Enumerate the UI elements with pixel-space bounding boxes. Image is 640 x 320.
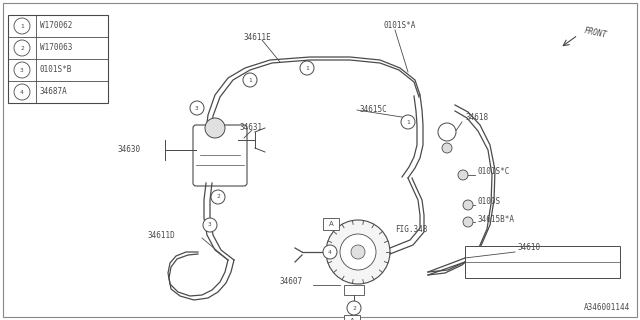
Text: 34611E: 34611E <box>243 33 271 42</box>
Circle shape <box>351 245 365 259</box>
Circle shape <box>14 84 30 100</box>
Text: 34607: 34607 <box>280 277 303 286</box>
Text: 4: 4 <box>20 90 24 94</box>
Text: 3: 3 <box>195 106 199 110</box>
Circle shape <box>401 115 415 129</box>
Text: 4: 4 <box>328 250 332 254</box>
Text: 2: 2 <box>352 306 356 310</box>
Text: 34630: 34630 <box>118 146 141 155</box>
Circle shape <box>340 234 376 270</box>
Text: 2: 2 <box>20 45 24 51</box>
Circle shape <box>14 40 30 56</box>
Circle shape <box>14 18 30 34</box>
Text: 34610: 34610 <box>518 244 541 252</box>
Circle shape <box>243 73 257 87</box>
Circle shape <box>205 118 225 138</box>
Text: 3: 3 <box>20 68 24 73</box>
Text: 0100S: 0100S <box>478 197 501 206</box>
Text: 1: 1 <box>406 119 410 124</box>
Circle shape <box>438 123 456 141</box>
Text: 34618: 34618 <box>465 114 488 123</box>
Text: 1: 1 <box>248 77 252 83</box>
Bar <box>344 285 364 295</box>
Circle shape <box>463 217 473 227</box>
Text: 0101S*C: 0101S*C <box>478 167 510 177</box>
Text: 34611D: 34611D <box>148 230 176 239</box>
Text: 34615B*A: 34615B*A <box>478 215 515 225</box>
Text: 1: 1 <box>305 66 309 70</box>
Circle shape <box>203 218 217 232</box>
Text: 0101S*B: 0101S*B <box>40 66 72 75</box>
Circle shape <box>442 143 452 153</box>
Circle shape <box>14 62 30 78</box>
Circle shape <box>211 190 225 204</box>
Bar <box>8 15 108 103</box>
Text: FRONT: FRONT <box>583 26 607 40</box>
Text: A: A <box>328 221 333 227</box>
Text: 34687A: 34687A <box>40 87 68 97</box>
Circle shape <box>463 200 473 210</box>
FancyBboxPatch shape <box>323 218 339 230</box>
Text: 34631: 34631 <box>240 124 263 132</box>
Circle shape <box>190 101 204 115</box>
FancyBboxPatch shape <box>193 125 247 186</box>
Circle shape <box>326 220 390 284</box>
Bar <box>465 246 620 278</box>
FancyBboxPatch shape <box>344 315 360 320</box>
Text: 34615C: 34615C <box>360 106 388 115</box>
Circle shape <box>323 245 337 259</box>
Circle shape <box>347 301 361 315</box>
Text: 1: 1 <box>20 23 24 28</box>
Text: FIG.348: FIG.348 <box>395 226 428 235</box>
Circle shape <box>300 61 314 75</box>
Text: 0101S*A: 0101S*A <box>383 20 415 29</box>
Text: A: A <box>349 318 355 320</box>
Text: 3: 3 <box>208 222 212 228</box>
Text: W170063: W170063 <box>40 44 72 52</box>
Text: W170062: W170062 <box>40 21 72 30</box>
Text: 2: 2 <box>216 195 220 199</box>
Circle shape <box>458 170 468 180</box>
Text: A346001144: A346001144 <box>584 303 630 312</box>
